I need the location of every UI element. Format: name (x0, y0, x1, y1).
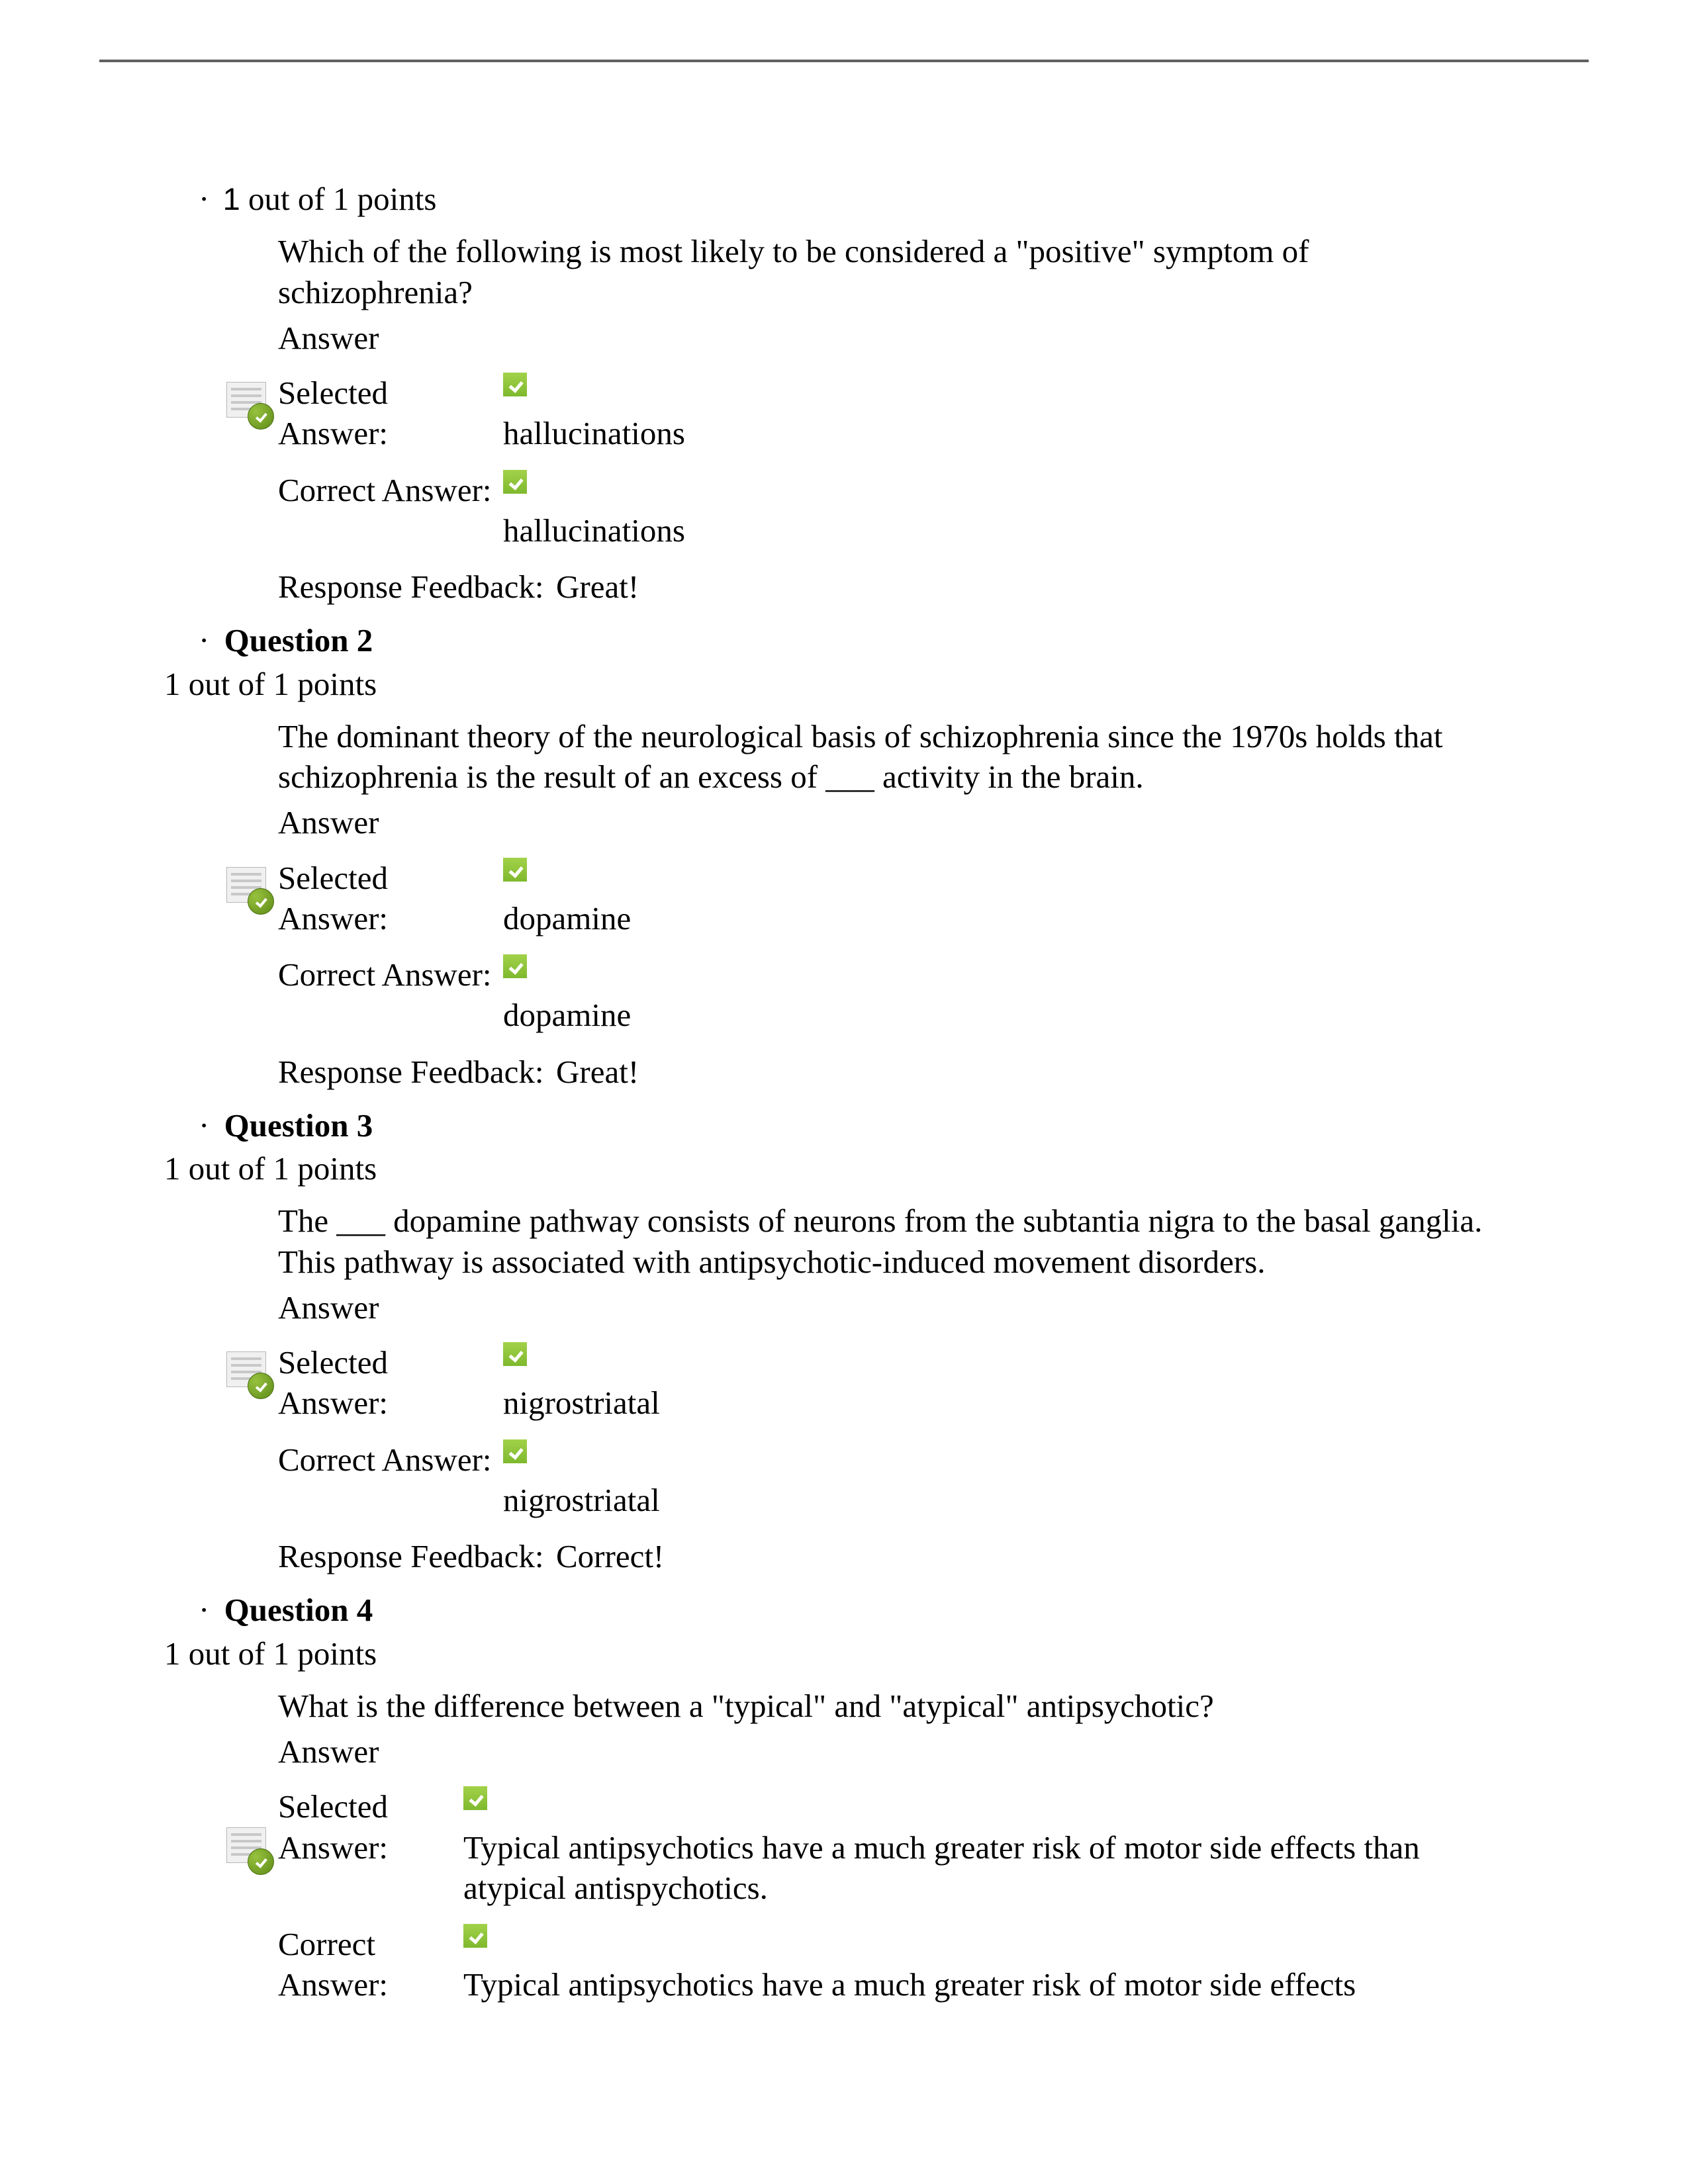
correct-answer-label: Correct Answer: (278, 470, 503, 510)
q4-correct-value: Typical antipsychotics have a much great… (463, 1966, 1356, 2003)
q3-block: The ___ dopamine pathway consists of neu… (278, 1201, 1489, 1576)
bullet: · (199, 181, 209, 217)
selected-answer-label: Selected Answer: (278, 373, 503, 454)
q3-correct-value: nigrostriatal (503, 1482, 660, 1518)
feedback-label: Response Feedback: (278, 567, 556, 607)
q2-answer-label: Answer (278, 802, 1489, 842)
q1-selected-value: hallucinations (503, 415, 685, 451)
q3-text: The ___ dopamine pathway consists of neu… (278, 1201, 1489, 1282)
q4-text: What is the difference between a "typica… (278, 1686, 1489, 1726)
q2-heading-row: · Question 2 (199, 620, 1489, 660)
q4-block: What is the difference between a "typica… (278, 1686, 1489, 2005)
check-icon (503, 470, 527, 494)
content: · 1 out of 1 points Which of the followi… (199, 179, 1489, 2021)
q1-feedback-row: Response Feedback: Great! (278, 567, 1489, 607)
q3-heading-row: · Question 3 (199, 1105, 1489, 1146)
check-icon (503, 954, 527, 978)
q3-heading: Question 3 (224, 1107, 373, 1144)
grade-correct-icon (225, 866, 271, 912)
selected-answer-label: Selected Answer: (278, 858, 503, 939)
q1-text: Which of the following is most likely to… (278, 231, 1489, 312)
correct-answer-label: Correct Answer: (278, 954, 503, 995)
check-icon (463, 1786, 487, 1810)
q4-answer-label: Answer (278, 1731, 1489, 1772)
feedback-label: Response Feedback: (278, 1052, 556, 1092)
correct-answer-label: Correct Answer: (278, 1439, 503, 1480)
q2-feedback-value: Great! (556, 1052, 639, 1092)
header-rule (99, 60, 1589, 62)
q1-score-line: · 1 out of 1 points (199, 179, 1489, 219)
check-icon (503, 1342, 527, 1366)
q4-selected-row: Selected Answer: Typical antipsychotics … (278, 1786, 1489, 1908)
q2-selected-row: Selected Answer: dopamine (278, 858, 1489, 939)
q3-feedback-row: Response Feedback: Correct! (278, 1536, 1489, 1576)
q1-answer-label: Answer (278, 318, 1489, 358)
check-icon (503, 1439, 527, 1463)
q2-selected-value-col: dopamine (503, 858, 1489, 939)
q1-correct-value-col: hallucinations (503, 470, 1489, 551)
q2-text: The dominant theory of the neurological … (278, 716, 1489, 797)
grade-correct-icon (225, 1350, 271, 1396)
check-icon (463, 1924, 487, 1948)
q1-score: 1 out of 1 points (223, 181, 437, 217)
selected-answer-label: Selected Answer: (278, 1342, 503, 1424)
q3-score: 1 out of 1 points (164, 1148, 1489, 1189)
q3-answer-label: Answer (278, 1287, 1489, 1328)
q1-selected-row: Selected Answer: hallucinations (278, 373, 1489, 454)
q4-heading-row: · Question 4 (199, 1590, 1489, 1630)
q2-block: The dominant theory of the neurological … (278, 716, 1489, 1092)
q3-selected-value-col: nigrostriatal (503, 1342, 1489, 1424)
grade-correct-icon (225, 381, 271, 427)
q2-correct-value: dopamine (503, 997, 631, 1033)
q4-correct-row: Correct Answer: Typical antipsychotics h… (278, 1924, 1489, 2005)
q1-correct-value: hallucinations (503, 512, 685, 549)
q1-correct-row: Correct Answer: hallucinations (278, 470, 1489, 551)
q2-correct-value-col: dopamine (503, 954, 1489, 1036)
selected-answer-label: Selected Answer: (278, 1786, 463, 1868)
bullet: · (199, 1592, 209, 1628)
q3-selected-value: nigrostriatal (503, 1385, 660, 1421)
q4-correct-value-col: Typical antipsychotics have a much great… (463, 1924, 1489, 2005)
bullet: · (199, 622, 209, 659)
correct-answer-label: Correct Answer: (278, 1924, 463, 2005)
q1-selected-value-col: hallucinations (503, 373, 1489, 454)
q3-feedback-value: Correct! (556, 1536, 664, 1576)
q3-correct-value-col: nigrostriatal (503, 1439, 1489, 1521)
bullet: · (199, 1107, 209, 1144)
q4-selected-value: Typical antipsychotics have a much great… (463, 1829, 1420, 1906)
q4-score: 1 out of 1 points (164, 1633, 1489, 1674)
q2-correct-row: Correct Answer: dopamine (278, 954, 1489, 1036)
q2-feedback-row: Response Feedback: Great! (278, 1052, 1489, 1092)
q1-block: Which of the following is most likely to… (278, 231, 1489, 607)
q1-feedback-value: Great! (556, 567, 639, 607)
q2-score: 1 out of 1 points (164, 664, 1489, 704)
grade-correct-icon (225, 1826, 271, 1872)
q3-selected-row: Selected Answer: nigrostriatal (278, 1342, 1489, 1424)
q2-selected-value: dopamine (503, 900, 631, 936)
check-icon (503, 858, 527, 882)
feedback-label: Response Feedback: (278, 1536, 556, 1576)
check-icon (503, 373, 527, 396)
page: · 1 out of 1 points Which of the followi… (0, 0, 1688, 2184)
q4-selected-value-col: Typical antipsychotics have a much great… (463, 1786, 1489, 1908)
q3-correct-row: Correct Answer: nigrostriatal (278, 1439, 1489, 1521)
q2-heading: Question 2 (224, 622, 373, 659)
q4-heading: Question 4 (224, 1592, 373, 1628)
